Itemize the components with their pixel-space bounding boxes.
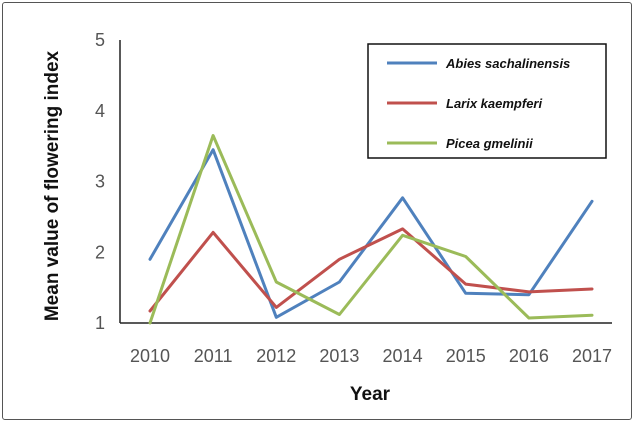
plot-area: 1 2 3 4 5 2010 2011 2012 2013 2014 2015 2016 2017 [95,30,612,366]
x-tick-label: 2016 [509,346,549,366]
x-tick-label: 2012 [256,346,296,366]
y-tick-label: 5 [95,30,105,50]
legend: Abies sachalinensis Larix kaempferi Picea … [367,43,607,159]
x-tick-label: 2013 [319,346,359,366]
x-tick-label: 2017 [572,346,612,366]
x-tick-label: 2010 [130,346,170,366]
legend-label: Picea gmelinii [446,136,533,151]
y-axis-title: Mean value of flowering index [42,50,63,321]
legend-label: Abies sachalinensis [445,56,570,71]
series-line-2 [148,227,594,313]
chart-frame [2,2,632,420]
x-tick-label: 2014 [383,346,423,366]
y-tick-label: 3 [95,172,105,192]
x-axis-title: Year [350,384,391,405]
series-line-1 [148,148,594,319]
y-tick-labels: 1 2 3 4 5 [95,30,105,333]
y-tick-label: 1 [95,313,105,333]
y-tick-label: 2 [95,242,105,262]
legend-label: Larix kaempferi [446,96,542,111]
y-tick-label: 4 [95,101,105,121]
x-tick-labels: 2010 2011 2012 2013 2014 2015 2016 2017 [130,346,612,366]
series-lines [148,134,594,325]
x-tick-label: 2015 [446,346,486,366]
x-tick-label: 2011 [194,346,233,366]
series-line-3 [148,134,594,325]
